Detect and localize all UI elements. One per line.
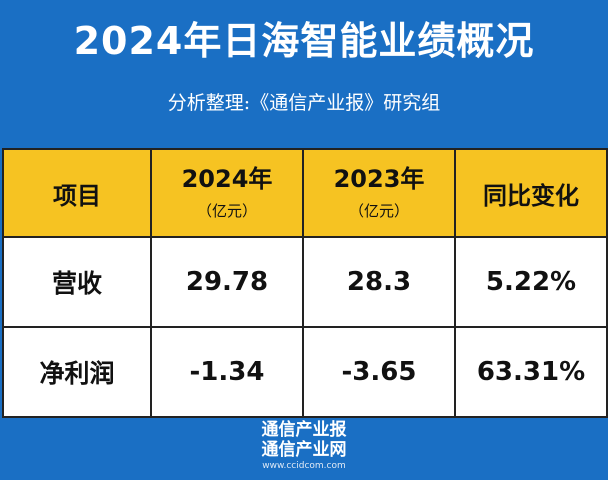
brand-line-1: 通信产业报 xyxy=(261,420,347,440)
header-2023-unit: （亿元） xyxy=(348,202,409,220)
header-2023-year: 2023年 xyxy=(333,165,425,193)
brand-line-2: 通信产业网 xyxy=(261,440,347,460)
page-title: 2024年日海智能业绩概况 xyxy=(73,19,535,63)
performance-table: 项目 2024年 （亿元） 2023年 （亿元） 同比变化 营收 29.78 2… xyxy=(2,148,608,418)
header-2024-unit: （亿元） xyxy=(196,202,257,220)
cell-2023: 28.3 xyxy=(302,236,456,328)
footer-watermark: 通信产业报 通信产业网 www.ccidcom.com xyxy=(0,412,608,480)
cell-change: 63.31% xyxy=(454,326,608,418)
page-subtitle: 分析整理:《通信产业报》研究组 xyxy=(167,92,441,114)
header-change: 同比变化 xyxy=(454,148,608,238)
cell-2024: -1.34 xyxy=(150,326,304,418)
row-label: 营收 xyxy=(2,236,152,328)
header-2023: 2023年 （亿元） xyxy=(302,148,456,238)
cell-2023: -3.65 xyxy=(302,326,456,418)
cell-2024: 29.78 xyxy=(150,236,304,328)
header-2024: 2024年 （亿元） xyxy=(150,148,304,238)
header: 2024年日海智能业绩概况 分析整理:《通信产业报》研究组 xyxy=(0,0,608,148)
header-item: 项目 xyxy=(2,148,152,238)
website-url: www.ccidcom.com xyxy=(262,461,346,471)
table-row-revenue: 营收 29.78 28.3 5.22% xyxy=(2,236,608,328)
table-header-row: 项目 2024年 （亿元） 2023年 （亿元） 同比变化 xyxy=(2,148,608,238)
row-label: 净利润 xyxy=(2,326,152,418)
header-2024-year: 2024年 xyxy=(181,165,273,193)
cell-change: 5.22% xyxy=(454,236,608,328)
table-row-net-profit: 净利润 -1.34 -3.65 63.31% xyxy=(2,326,608,418)
